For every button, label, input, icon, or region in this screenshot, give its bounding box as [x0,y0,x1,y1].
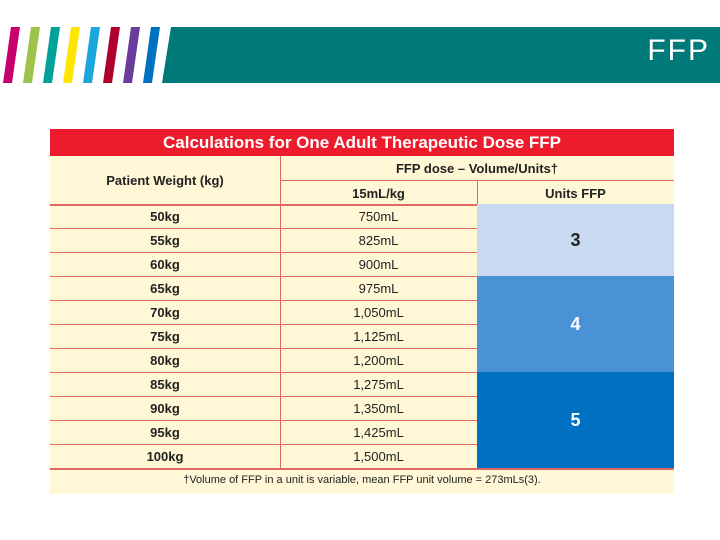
units-cell: 3 [477,204,674,276]
row-weight: 50kg [150,209,180,224]
row-divider [50,276,674,277]
row-divider [50,300,674,301]
row-volume: 1,500mL [353,449,404,464]
row-weight: 60kg [150,257,180,272]
ffp-dose-table: Calculations for One Adult Therapeutic D… [50,129,674,494]
banner-stripe [143,27,160,83]
row-weight: 100kg [146,449,184,464]
header-volume: 15mL/kg [352,186,405,201]
row-volume: 750mL [358,209,399,224]
banner-stripe [123,27,140,83]
row-weight: 70kg [150,305,180,320]
row-volume: 825mL [358,233,399,248]
row-weight: 90kg [150,401,180,416]
row-volume: 975mL [358,281,399,296]
header-dose-group: FFP dose – Volume/Units† [395,161,559,176]
row-weight: 95kg [150,425,180,440]
header-units: Units FFP [545,186,606,201]
divider [280,156,281,468]
row-divider [50,420,674,421]
banner-bar [162,27,720,83]
row-volume: 1,350mL [353,401,404,416]
banner-stripe [43,27,60,83]
row-divider [50,252,674,253]
row-volume: 1,425mL [353,425,404,440]
row-divider [50,348,674,349]
units-cell: 5 [477,372,674,468]
row-divider [50,372,674,373]
row-volume: 1,200mL [353,353,404,368]
header-banner [3,27,720,83]
row-divider [50,468,674,470]
row-divider [50,444,674,445]
table-title: Calculations for One Adult Therapeutic D… [50,129,674,156]
slide-title: FFP [647,34,710,67]
row-divider [50,396,674,397]
row-volume: 1,125mL [353,329,404,344]
header-weight: Patient Weight (kg) [106,173,224,188]
row-divider [50,228,674,229]
row-weight: 85kg [150,377,180,392]
row-volume: 1,050mL [353,305,404,320]
row-divider [50,204,674,206]
banner-stripe [83,27,100,83]
row-weight: 80kg [150,353,180,368]
divider [477,180,478,204]
banner-stripe [103,27,120,83]
banner-stripe [3,27,20,83]
banner-stripe [23,27,40,83]
banner-stripe [63,27,80,83]
row-divider [50,324,674,325]
units-cell: 4 [477,276,674,372]
row-volume: 900mL [358,257,399,272]
row-weight: 55kg [150,233,180,248]
row-weight: 65kg [150,281,180,296]
row-weight: 75kg [150,329,180,344]
footnote: †Volume of FFP in a unit is variable, me… [183,474,541,486]
row-volume: 1,275mL [353,377,404,392]
